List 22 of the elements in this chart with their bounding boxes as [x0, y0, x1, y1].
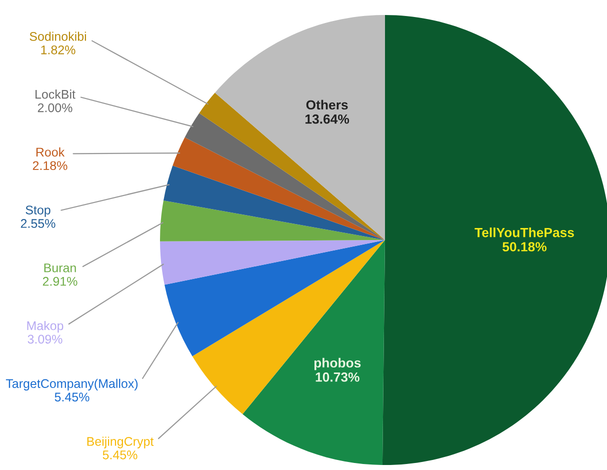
- data-label: 2.00%: [38, 103, 72, 112]
- data-label: 13.64%: [305, 114, 350, 124]
- slice-label: LockBit: [36, 90, 76, 99]
- slice-label: Stop: [26, 206, 50, 217]
- slice-label: Buran: [44, 264, 76, 272]
- data-label: 2.18%: [32, 161, 68, 170]
- slice-label: TellYouThePass: [474, 228, 574, 238]
- data-label: 5.45%: [102, 450, 138, 460]
- slice-label: BeijingCrypt: [87, 436, 154, 448]
- slice-label: Makop: [27, 320, 64, 333]
- data-label: 2.91%: [42, 276, 78, 286]
- slice-label: phobos: [314, 358, 361, 370]
- data-label: 10.73%: [316, 372, 360, 382]
- data-label: 2.55%: [20, 219, 56, 228]
- data-label: 3.09%: [28, 334, 62, 344]
- slice-label: Rook: [36, 147, 65, 157]
- data-label: 5.45%: [54, 392, 90, 402]
- slice-label: Others: [306, 100, 348, 110]
- data-label: 1.82%: [41, 45, 76, 54]
- slice-label: Sodinokibi: [30, 32, 86, 41]
- data-label: 50.18%: [502, 242, 547, 252]
- slice-label: TargetCompany(Mallox): [6, 378, 138, 390]
